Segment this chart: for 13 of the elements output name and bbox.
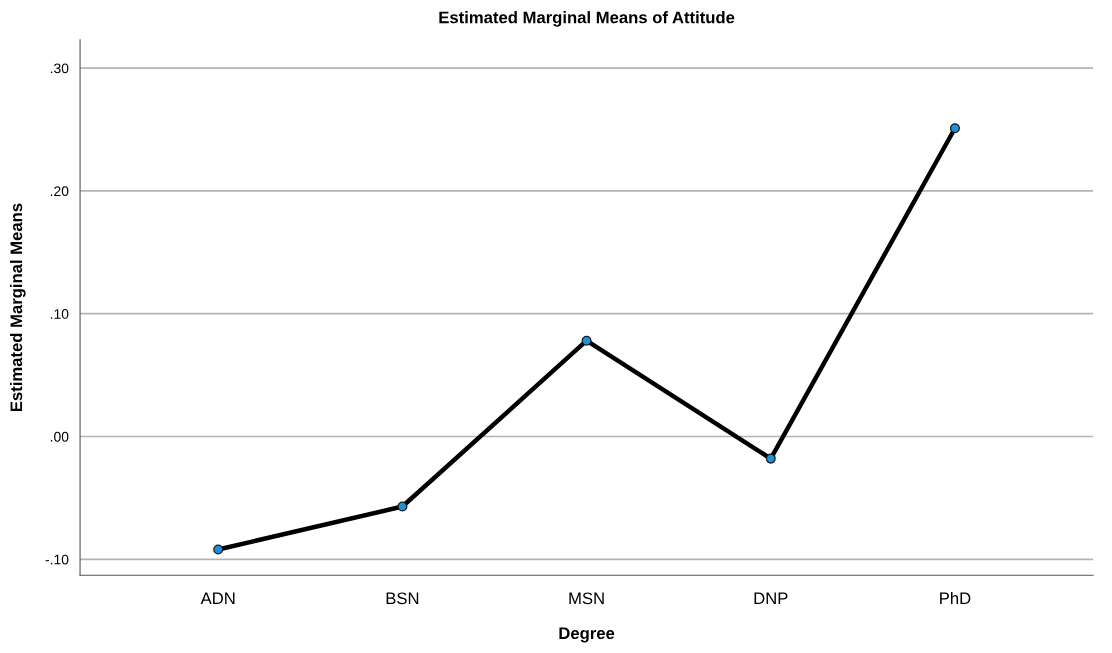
chart-title: Estimated Marginal Means of Attitude: [439, 11, 735, 27]
y-tick-label: .20: [50, 186, 69, 197]
x-tick-label: PhD: [940, 591, 971, 605]
y-tick-label: .10: [50, 309, 69, 319]
y-tick-label: .00: [50, 431, 69, 442]
x-tick-label: DNP: [754, 592, 788, 605]
y-axis-title: Estimated Marginal Means: [9, 203, 26, 412]
y-tick-label: .30: [50, 63, 69, 74]
y-tick-label: -.10: [45, 554, 69, 565]
x-tick-label: ADN: [200, 592, 235, 605]
x-axis-title: Degree: [559, 627, 615, 643]
x-tick-label: BSN: [386, 592, 419, 605]
x-tick-label: MSN: [569, 592, 604, 605]
